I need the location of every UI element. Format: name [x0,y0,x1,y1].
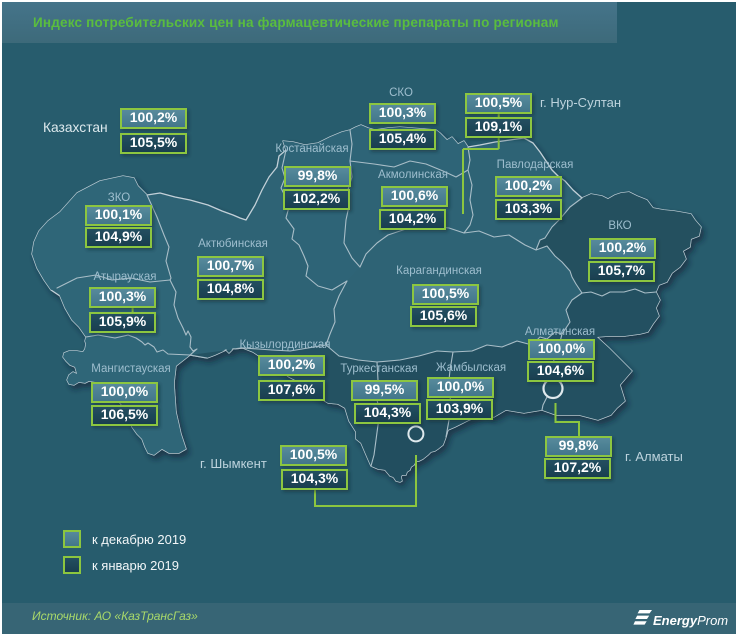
svg-text:100,7%: 100,7% [207,257,255,273]
svg-text:100,2%: 100,2% [599,239,647,255]
svg-text:Кызылординская: Кызылординская [239,339,330,351]
svg-text:106,5%: 106,5% [101,406,149,422]
svg-text:100,5%: 100,5% [422,285,470,301]
svg-text:Туркестанская: Туркестанская [340,363,417,375]
svg-text:к декабрю 2019: к декабрю 2019 [92,532,186,547]
svg-text:Карагандинская: Карагандинская [396,265,482,277]
svg-text:104,3%: 104,3% [291,470,339,486]
svg-text:Павлодарская: Павлодарская [497,159,574,171]
svg-text:100,1%: 100,1% [95,206,143,222]
svg-text:99,5%: 99,5% [365,381,405,397]
svg-text:103,9%: 103,9% [436,400,484,416]
svg-text:Атырауская: Атырауская [94,271,157,283]
svg-text:107,2%: 107,2% [554,459,602,475]
svg-text:EnergyProm: EnergyProm [653,613,728,628]
svg-text:Костанайская: Костанайская [275,143,348,155]
svg-text:105,4%: 105,4% [379,130,427,146]
svg-text:Мангистауская: Мангистауская [91,363,171,375]
svg-text:105,9%: 105,9% [99,313,147,329]
svg-text:102,2%: 102,2% [293,190,341,206]
svg-text:Алматинская: Алматинская [525,326,595,338]
svg-text:Актюбинская: Актюбинская [198,238,268,250]
svg-text:104,2%: 104,2% [389,210,437,226]
svg-text:104,6%: 104,6% [537,362,585,378]
svg-text:104,8%: 104,8% [207,280,255,296]
svg-text:СКО: СКО [389,87,413,99]
svg-text:г. Шымкент: г. Шымкент [200,456,267,471]
svg-text:100,2%: 100,2% [505,177,553,193]
svg-text:100,3%: 100,3% [99,288,147,304]
svg-text:99,8%: 99,8% [298,167,338,183]
svg-text:100,0%: 100,0% [437,378,485,394]
svg-text:104,3%: 104,3% [364,404,412,420]
svg-text:г. Алматы: г. Алматы [625,449,683,464]
svg-text:99,8%: 99,8% [559,437,599,453]
svg-text:100,5%: 100,5% [290,446,338,462]
svg-text:ЗКО: ЗКО [108,192,131,204]
svg-text:Казахстан: Казахстан [43,120,108,135]
svg-text:100,2%: 100,2% [268,356,316,372]
svg-text:105,7%: 105,7% [598,262,646,278]
svg-text:100,0%: 100,0% [101,383,149,399]
svg-text:ВКО: ВКО [608,220,631,232]
svg-text:100,2%: 100,2% [130,109,178,125]
svg-text:100,6%: 100,6% [391,187,439,203]
svg-text:к январю 2019: к январю 2019 [92,558,179,573]
svg-text:105,6%: 105,6% [420,307,468,323]
svg-text:100,5%: 100,5% [475,94,523,110]
svg-text:107,6%: 107,6% [268,381,316,397]
svg-text:Жамбылская: Жамбылская [436,362,506,374]
svg-text:103,3%: 103,3% [505,200,553,216]
svg-text:109,1%: 109,1% [475,118,523,134]
svg-text:105,5%: 105,5% [130,134,178,150]
svg-text:100,0%: 100,0% [538,340,586,356]
svg-text:104,9%: 104,9% [95,228,143,244]
svg-text:Акмолинская: Акмолинская [378,169,448,181]
svg-text:100,3%: 100,3% [379,104,427,120]
svg-text:г. Нур-Султан: г. Нур-Султан [540,95,621,110]
